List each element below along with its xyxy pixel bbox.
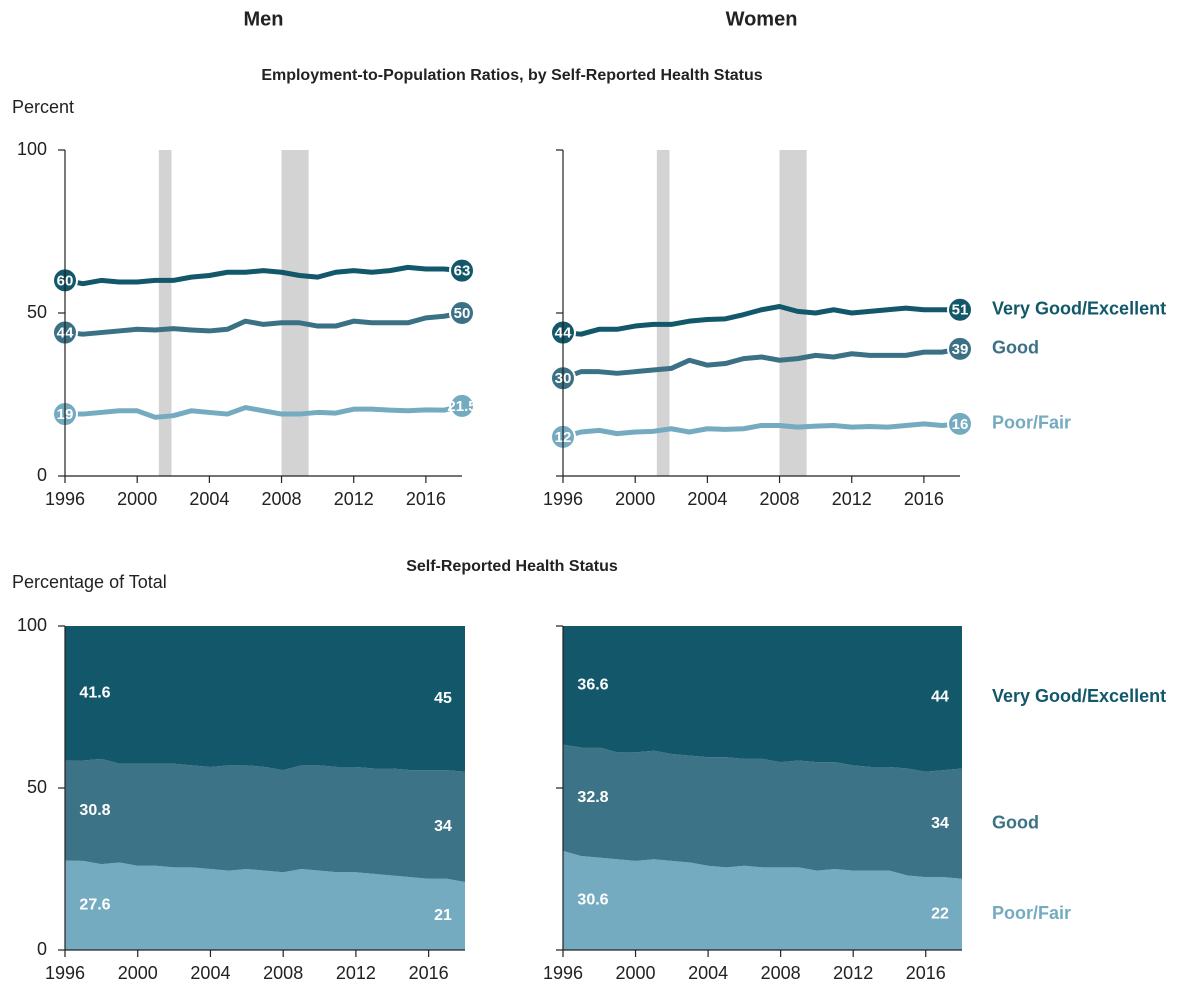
recession-band xyxy=(158,150,172,476)
data-label: 22 xyxy=(931,906,949,923)
y-tick-label: 0 xyxy=(37,465,47,485)
recession-band xyxy=(656,150,670,476)
x-tick-label: 2004 xyxy=(189,489,229,509)
data-label: 30.6 xyxy=(577,892,608,909)
y-axis-label: Percentage of Total xyxy=(12,572,167,592)
data-label: 41.6 xyxy=(79,685,110,702)
y-axis-label: Percent xyxy=(12,97,74,117)
legend-label: Poor/Fair xyxy=(992,903,1071,923)
data-label: 21.5 xyxy=(447,398,476,415)
end-marker xyxy=(947,335,973,362)
x-tick-label: 2008 xyxy=(760,489,800,509)
x-tick-label: 1996 xyxy=(543,963,583,983)
data-label: 21 xyxy=(434,907,452,924)
legend-label: Poor/Fair xyxy=(992,413,1071,433)
data-label: 51 xyxy=(952,302,969,319)
end-marker xyxy=(449,300,475,326)
series-line xyxy=(64,310,463,337)
x-tick-label: 2000 xyxy=(615,489,655,509)
x-tick-label: 2004 xyxy=(688,963,728,983)
x-tick-label: 2016 xyxy=(906,963,946,983)
y-tick-label: 50 xyxy=(27,777,47,797)
area-segment xyxy=(65,758,465,882)
x-tick-label: 2016 xyxy=(904,489,944,509)
series-line xyxy=(65,403,463,420)
x-tick-label: 1996 xyxy=(45,963,85,983)
x-tick-label: 1996 xyxy=(543,489,583,509)
data-label: 36.6 xyxy=(577,677,608,694)
legend-label: Good xyxy=(992,812,1039,832)
legend-label: Good xyxy=(992,338,1039,358)
x-tick-label: 2000 xyxy=(117,489,157,509)
end-marker xyxy=(947,296,973,323)
end-marker xyxy=(449,392,475,419)
series-line xyxy=(562,346,961,381)
x-tick-label: 2016 xyxy=(406,489,446,509)
x-tick-label: 1996 xyxy=(45,489,85,509)
data-label: 34 xyxy=(434,818,452,835)
recession-band xyxy=(281,150,309,476)
x-tick-label: 2008 xyxy=(263,963,303,983)
data-label: 63 xyxy=(454,263,471,280)
x-tick-label: 2004 xyxy=(687,489,727,509)
x-tick-label: 2000 xyxy=(616,963,656,983)
x-tick-label: 2008 xyxy=(761,963,801,983)
series-line xyxy=(562,303,960,337)
series-line xyxy=(562,421,961,440)
x-tick-label: 2016 xyxy=(409,963,449,983)
series-line xyxy=(64,264,463,287)
data-label: 32.8 xyxy=(577,789,608,806)
y-tick-label: 100 xyxy=(17,615,47,635)
x-tick-label: 2004 xyxy=(190,963,230,983)
data-label: 45 xyxy=(434,690,452,707)
panel-title: Men xyxy=(244,8,284,30)
y-tick-label: 0 xyxy=(37,939,47,959)
x-tick-label: 2012 xyxy=(833,963,873,983)
data-label: 50 xyxy=(454,305,471,322)
area-segment xyxy=(563,850,962,950)
x-tick-label: 2012 xyxy=(832,489,872,509)
legend-label: Very Good/Excellent xyxy=(992,686,1166,706)
area-segment xyxy=(65,626,465,772)
y-tick-label: 100 xyxy=(17,139,47,159)
data-label: 27.6 xyxy=(79,897,110,914)
end-marker xyxy=(947,410,973,437)
x-tick-label: 2000 xyxy=(118,963,158,983)
legend-label: Very Good/Excellent xyxy=(992,298,1166,318)
section-title: Self-Reported Health Status xyxy=(406,558,618,575)
area-segment xyxy=(65,860,465,950)
data-label: 39 xyxy=(952,341,969,358)
section-title: Employment-to-Population Ratios, by Self… xyxy=(261,67,762,84)
area-segment xyxy=(563,744,962,879)
x-tick-label: 2012 xyxy=(336,963,376,983)
x-tick-label: 2008 xyxy=(262,489,302,509)
area-segment xyxy=(563,626,962,772)
data-label: 30.8 xyxy=(79,802,110,819)
panel-title: Women xyxy=(726,8,798,30)
end-marker xyxy=(449,257,475,284)
data-label: 44 xyxy=(931,688,949,705)
y-tick-label: 50 xyxy=(27,302,47,322)
data-label: 34 xyxy=(931,815,949,832)
x-tick-label: 2012 xyxy=(334,489,374,509)
data-label: 16 xyxy=(952,416,969,433)
